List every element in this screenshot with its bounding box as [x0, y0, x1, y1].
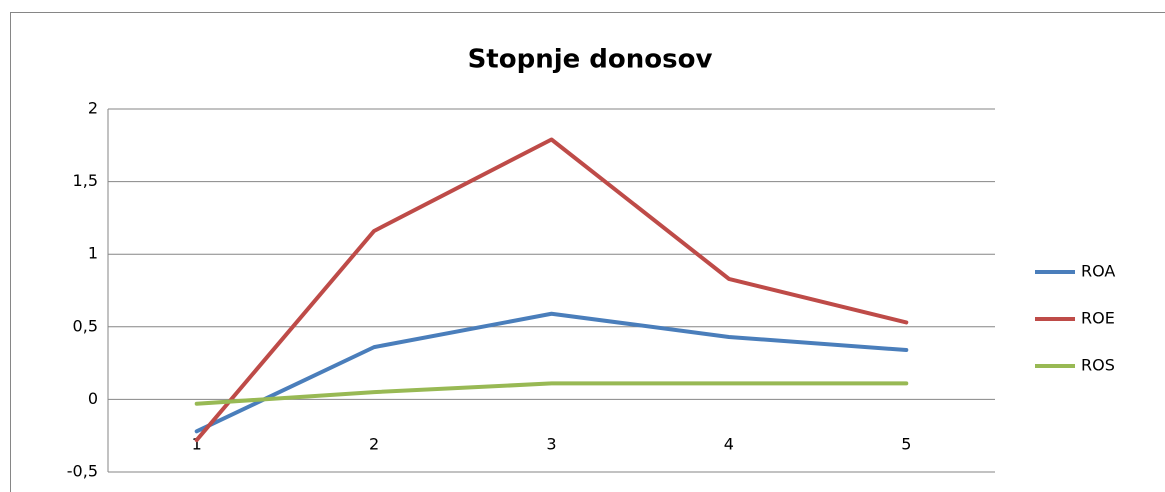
y-tick-label: 0: [88, 389, 98, 408]
y-tick-label: 1: [88, 244, 98, 263]
legend-label: ROE: [1081, 309, 1115, 328]
chart-title: Stopnje donosov: [468, 45, 713, 75]
y-tick-label: 0,5: [73, 316, 98, 335]
x-tick-label: 5: [901, 435, 911, 454]
series-line: [194, 381, 909, 406]
x-tick-label: 1: [192, 435, 202, 454]
x-tick-label: 3: [546, 435, 556, 454]
y-tick-label: 2: [88, 99, 98, 118]
legend-label: ROS: [1081, 356, 1115, 375]
chart-border: [10, 12, 1165, 492]
y-tick-label: 1,5: [73, 171, 98, 190]
series-line: [194, 311, 909, 434]
x-tick-label: 4: [724, 435, 734, 454]
y-tick-label: -0,5: [67, 462, 98, 481]
series-line: [194, 137, 909, 443]
legend-label: ROA: [1081, 262, 1115, 281]
x-tick-label: 2: [369, 435, 379, 454]
